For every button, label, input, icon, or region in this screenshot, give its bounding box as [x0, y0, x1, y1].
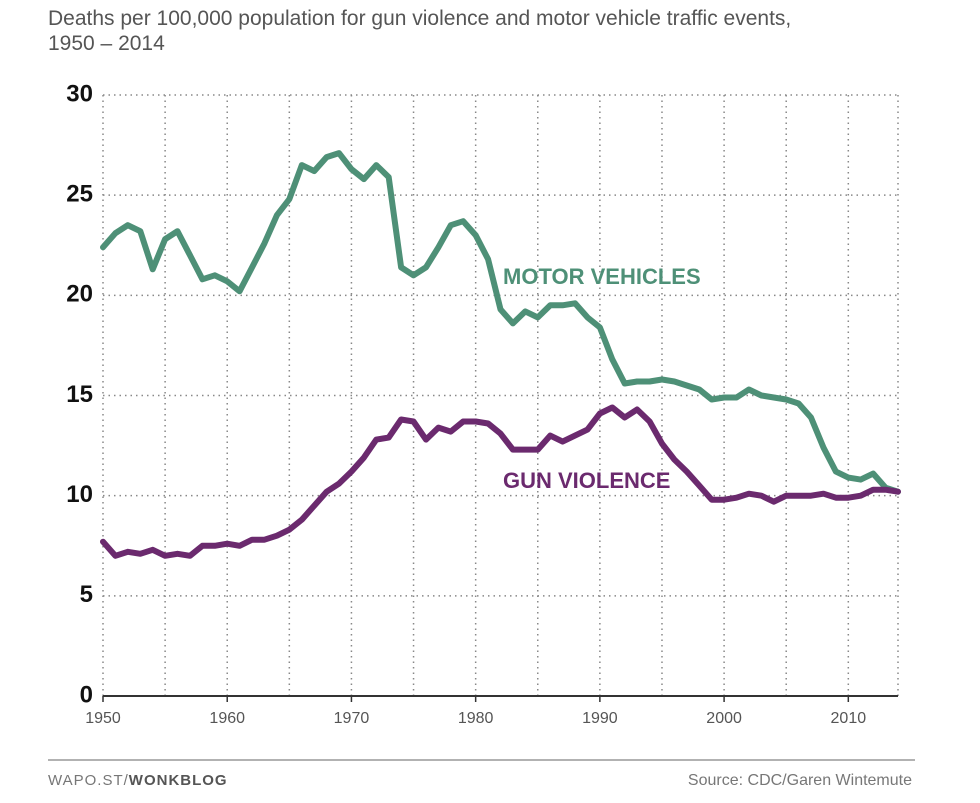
x-tick-label: 1990: [582, 710, 618, 727]
chart-title: Deaths per 100,000 population for gun vi…: [48, 7, 792, 55]
y-tick-label: 10: [66, 481, 93, 508]
y-tick-label: 0: [80, 681, 93, 708]
x-tick-label: 1970: [334, 710, 370, 727]
footer-site-text: WAPO.ST/: [48, 772, 129, 789]
x-tick-label: 2000: [706, 710, 742, 727]
footer-blog: WONKBLOG: [129, 772, 228, 789]
footer-site: WAPO.ST/WONKBLOG: [48, 772, 228, 789]
x-tick-label: 2010: [831, 710, 867, 727]
footer-source: Source: CDC/Garen Wintemute: [688, 772, 912, 789]
x-tick-label: 1950: [85, 710, 121, 727]
series-label: MOTOR VEHICLES: [503, 264, 701, 289]
y-tick-label: 20: [66, 281, 93, 308]
y-tick-label: 5: [80, 581, 93, 608]
y-tick-label: 25: [66, 181, 93, 208]
series-line: [100, 404, 901, 559]
x-tick-label: 1960: [209, 710, 245, 727]
series-label: GUN VIOLENCE: [503, 468, 670, 493]
x-tick-label: 1980: [458, 710, 494, 727]
series-line: [100, 150, 901, 495]
y-tick-label: 30: [66, 80, 93, 107]
y-tick-label: 15: [66, 381, 93, 408]
